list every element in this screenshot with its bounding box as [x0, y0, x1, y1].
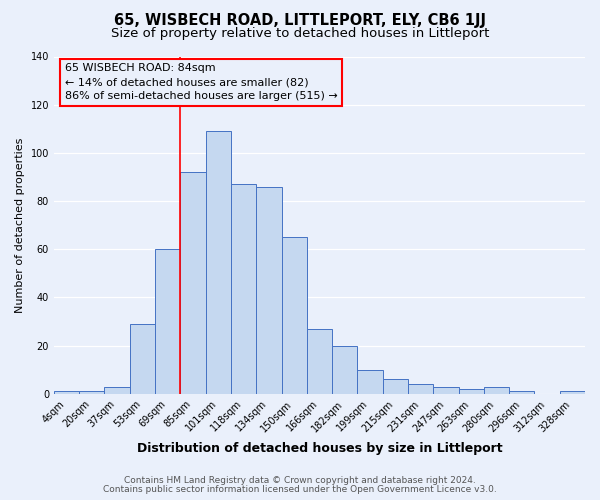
X-axis label: Distribution of detached houses by size in Littleport: Distribution of detached houses by size … — [137, 442, 502, 455]
Bar — [54, 392, 79, 394]
Bar — [206, 131, 231, 394]
Bar — [484, 386, 509, 394]
Bar — [281, 237, 307, 394]
Text: Contains HM Land Registry data © Crown copyright and database right 2024.: Contains HM Land Registry data © Crown c… — [124, 476, 476, 485]
Bar — [358, 370, 383, 394]
Bar — [181, 172, 206, 394]
Bar — [332, 346, 358, 394]
Bar — [383, 380, 408, 394]
Bar — [458, 389, 484, 394]
Bar — [408, 384, 433, 394]
Bar — [231, 184, 256, 394]
Text: 65, WISBECH ROAD, LITTLEPORT, ELY, CB6 1JJ: 65, WISBECH ROAD, LITTLEPORT, ELY, CB6 1… — [114, 12, 486, 28]
Y-axis label: Number of detached properties: Number of detached properties — [15, 138, 25, 313]
Bar — [256, 186, 281, 394]
Bar — [560, 392, 585, 394]
Bar — [307, 329, 332, 394]
Text: Size of property relative to detached houses in Littleport: Size of property relative to detached ho… — [111, 28, 489, 40]
Bar — [104, 386, 130, 394]
Text: Contains public sector information licensed under the Open Government Licence v3: Contains public sector information licen… — [103, 485, 497, 494]
Bar — [130, 324, 155, 394]
Bar — [79, 392, 104, 394]
Bar — [155, 250, 181, 394]
Bar — [509, 392, 535, 394]
Bar — [433, 386, 458, 394]
Text: 65 WISBECH ROAD: 84sqm
← 14% of detached houses are smaller (82)
86% of semi-det: 65 WISBECH ROAD: 84sqm ← 14% of detached… — [65, 63, 337, 101]
